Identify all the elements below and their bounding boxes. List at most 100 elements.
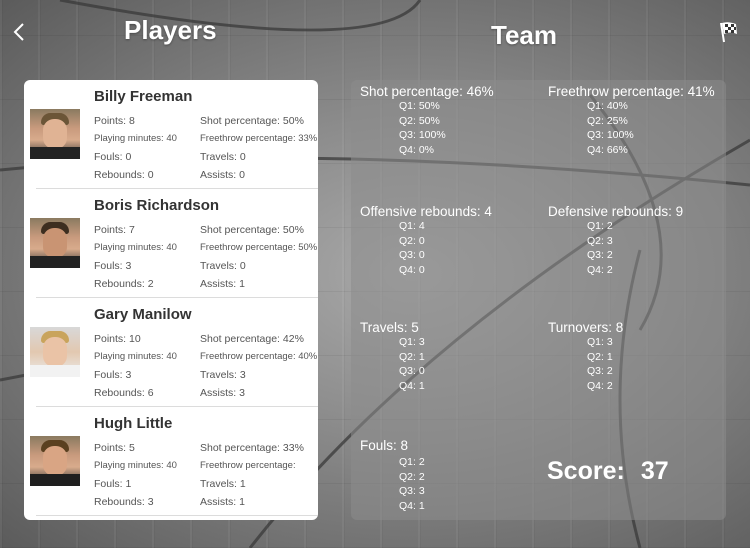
team-fouls: Fouls: 8 Q1: 2 Q2: 2 Q3: 3 Q4: 1 [360, 438, 425, 513]
player-rebounds: Rebounds: 6 [94, 387, 154, 399]
player-name: Hugh Little [94, 415, 173, 432]
stat-heading: Turnovers: 8 [548, 320, 624, 335]
finish-game-button[interactable] [718, 20, 740, 44]
team-defensive-rebounds: Defensive rebounds: 9 Q1: 2 Q2: 3 Q3: 2 … [548, 204, 683, 277]
player-travels: Travels: 3 [200, 369, 246, 381]
players-title: Players [124, 15, 217, 45]
team-travels: Travels: 5 Q1: 3 Q2: 1 Q3: 0 Q4: 1 [360, 320, 425, 393]
score-label: Score: [547, 457, 625, 485]
quarter-value: Q4: 2 [587, 263, 613, 276]
quarter-value: Q4: 1 [399, 499, 425, 512]
quarter-value: Q2: 25% [587, 114, 628, 127]
player-fouls: Fouls: 1 [94, 478, 132, 490]
player-rebounds: Rebounds: 2 [94, 278, 154, 290]
stat-heading: Defensive rebounds: 9 [548, 204, 684, 219]
row-divider [36, 188, 318, 189]
team-offensive-rebounds: Offensive rebounds: 4 Q1: 4 Q2: 0 Q3: 0 … [360, 204, 492, 277]
player-name: Billy Freeman [94, 88, 193, 105]
quarter-value: Q3: 2 [587, 365, 613, 377]
team-score: Score: 37 [547, 457, 669, 486]
quarter-value: Q4: 1 [399, 379, 425, 392]
quarter-value: Q1: 2 [587, 220, 613, 232]
player-rebounds: Rebounds: 0 [94, 169, 154, 181]
team-freethrow-percentage: Freethrow percentage: 41% Q1: 40% Q2: 25… [548, 84, 715, 157]
stat-heading: Shot percentage: 46% [360, 84, 494, 99]
quarter-value: Q1: 4 [399, 220, 425, 232]
player-points: Points: 7 [94, 224, 135, 236]
player-shot-percentage: Shot percentage: 50% [200, 115, 304, 127]
player-name: Gary Manilow [94, 306, 192, 323]
quarter-value: Q1: 2 [399, 456, 425, 468]
player-shot-percentage: Shot percentage: 42% [200, 333, 304, 345]
back-button[interactable] [8, 20, 30, 44]
row-divider [36, 297, 318, 298]
quarter-value: Q3: 100% [399, 129, 446, 141]
player-rebounds: Rebounds: 3 [94, 496, 154, 508]
player-avatar [30, 218, 80, 268]
row-divider [36, 515, 318, 516]
team-stats-panel: Shot percentage: 46% Q1: 50% Q2: 50% Q3:… [351, 80, 726, 520]
quarter-value: Q1: 50% [399, 100, 440, 112]
player-row[interactable]: Gary Manilow Points: 10 Playing minutes:… [24, 298, 318, 407]
score-value: 37 [640, 457, 669, 485]
player-row[interactable]: Boris Richardson Points: 7 Playing minut… [24, 189, 318, 298]
player-minutes: Playing minutes: 40 [94, 460, 177, 471]
quarter-value: Q2: 3 [587, 234, 613, 247]
player-minutes: Playing minutes: 40 [94, 351, 177, 362]
player-freethrow-percentage: Freethrow percentage: 40% [200, 351, 318, 362]
player-avatar [30, 109, 80, 159]
quarter-value: Q4: 2 [587, 379, 613, 392]
quarter-value: Q2: 1 [587, 350, 613, 363]
quarter-value: Q3: 3 [399, 485, 425, 497]
team-title: Team [491, 20, 557, 50]
player-row[interactable]: Hugh Little Points: 5 Playing minutes: 4… [24, 407, 318, 516]
stat-heading: Travels: 5 [360, 320, 419, 335]
team-turnovers: Turnovers: 8 Q1: 3 Q2: 1 Q3: 2 Q4: 2 [548, 320, 623, 393]
player-points: Points: 10 [94, 333, 141, 345]
player-fouls: Fouls: 0 [94, 151, 132, 163]
player-row[interactable]: Billy Freeman Points: 8 Playing minutes:… [24, 80, 318, 189]
player-travels: Travels: 0 [200, 151, 246, 163]
player-points: Points: 5 [94, 442, 135, 454]
player-assists: Assists: 3 [200, 387, 245, 399]
stat-heading: Offensive rebounds: 4 [360, 204, 492, 219]
row-divider [36, 406, 318, 407]
player-avatar [30, 327, 80, 377]
player-assists: Assists: 0 [200, 169, 245, 181]
player-assists: Assists: 1 [200, 496, 245, 508]
chevron-left-icon [13, 23, 24, 41]
quarter-value: Q4: 0% [399, 143, 435, 156]
quarter-value: Q1: 40% [587, 100, 628, 112]
player-freethrow-percentage: Freethrow percentage: 50% [200, 242, 318, 253]
quarter-value: Q4: 0 [399, 263, 425, 276]
player-travels: Travels: 1 [200, 478, 246, 490]
stat-heading: Freethrow percentage: 41% [548, 84, 715, 99]
player-minutes: Playing minutes: 40 [94, 133, 177, 144]
player-assists: Assists: 1 [200, 278, 245, 290]
quarter-value: Q3: 100% [587, 129, 634, 141]
player-fouls: Fouls: 3 [94, 369, 132, 381]
player-avatar [30, 436, 80, 486]
player-name: Boris Richardson [94, 197, 220, 214]
team-shot-percentage: Shot percentage: 46% Q1: 50% Q2: 50% Q3:… [360, 84, 494, 157]
player-freethrow-percentage: Freethrow percentage: 33% [200, 133, 318, 144]
player-shot-percentage: Shot percentage: 33% [200, 442, 304, 454]
quarter-value: Q4: 66% [587, 143, 628, 156]
player-fouls: Fouls: 3 [94, 260, 132, 272]
players-panel: Billy Freeman Points: 8 Playing minutes:… [24, 80, 318, 520]
quarter-value: Q3: 2 [587, 249, 613, 261]
quarter-value: Q3: 0 [399, 249, 425, 261]
player-points: Points: 8 [94, 115, 135, 127]
quarter-value: Q2: 1 [399, 350, 425, 363]
stat-heading: Fouls: 8 [360, 438, 409, 453]
player-shot-percentage: Shot percentage: 50% [200, 224, 304, 236]
player-minutes: Playing minutes: 40 [94, 242, 177, 253]
quarter-value: Q3: 0 [399, 365, 425, 377]
quarter-value: Q1: 3 [399, 336, 425, 348]
quarter-value: Q1: 3 [587, 336, 613, 348]
player-freethrow-percentage: Freethrow percentage: [200, 460, 296, 471]
checkered-flag-icon [720, 22, 737, 43]
player-travels: Travels: 0 [200, 260, 246, 272]
quarter-value: Q2: 2 [399, 470, 425, 483]
quarter-value: Q2: 0 [399, 234, 425, 247]
